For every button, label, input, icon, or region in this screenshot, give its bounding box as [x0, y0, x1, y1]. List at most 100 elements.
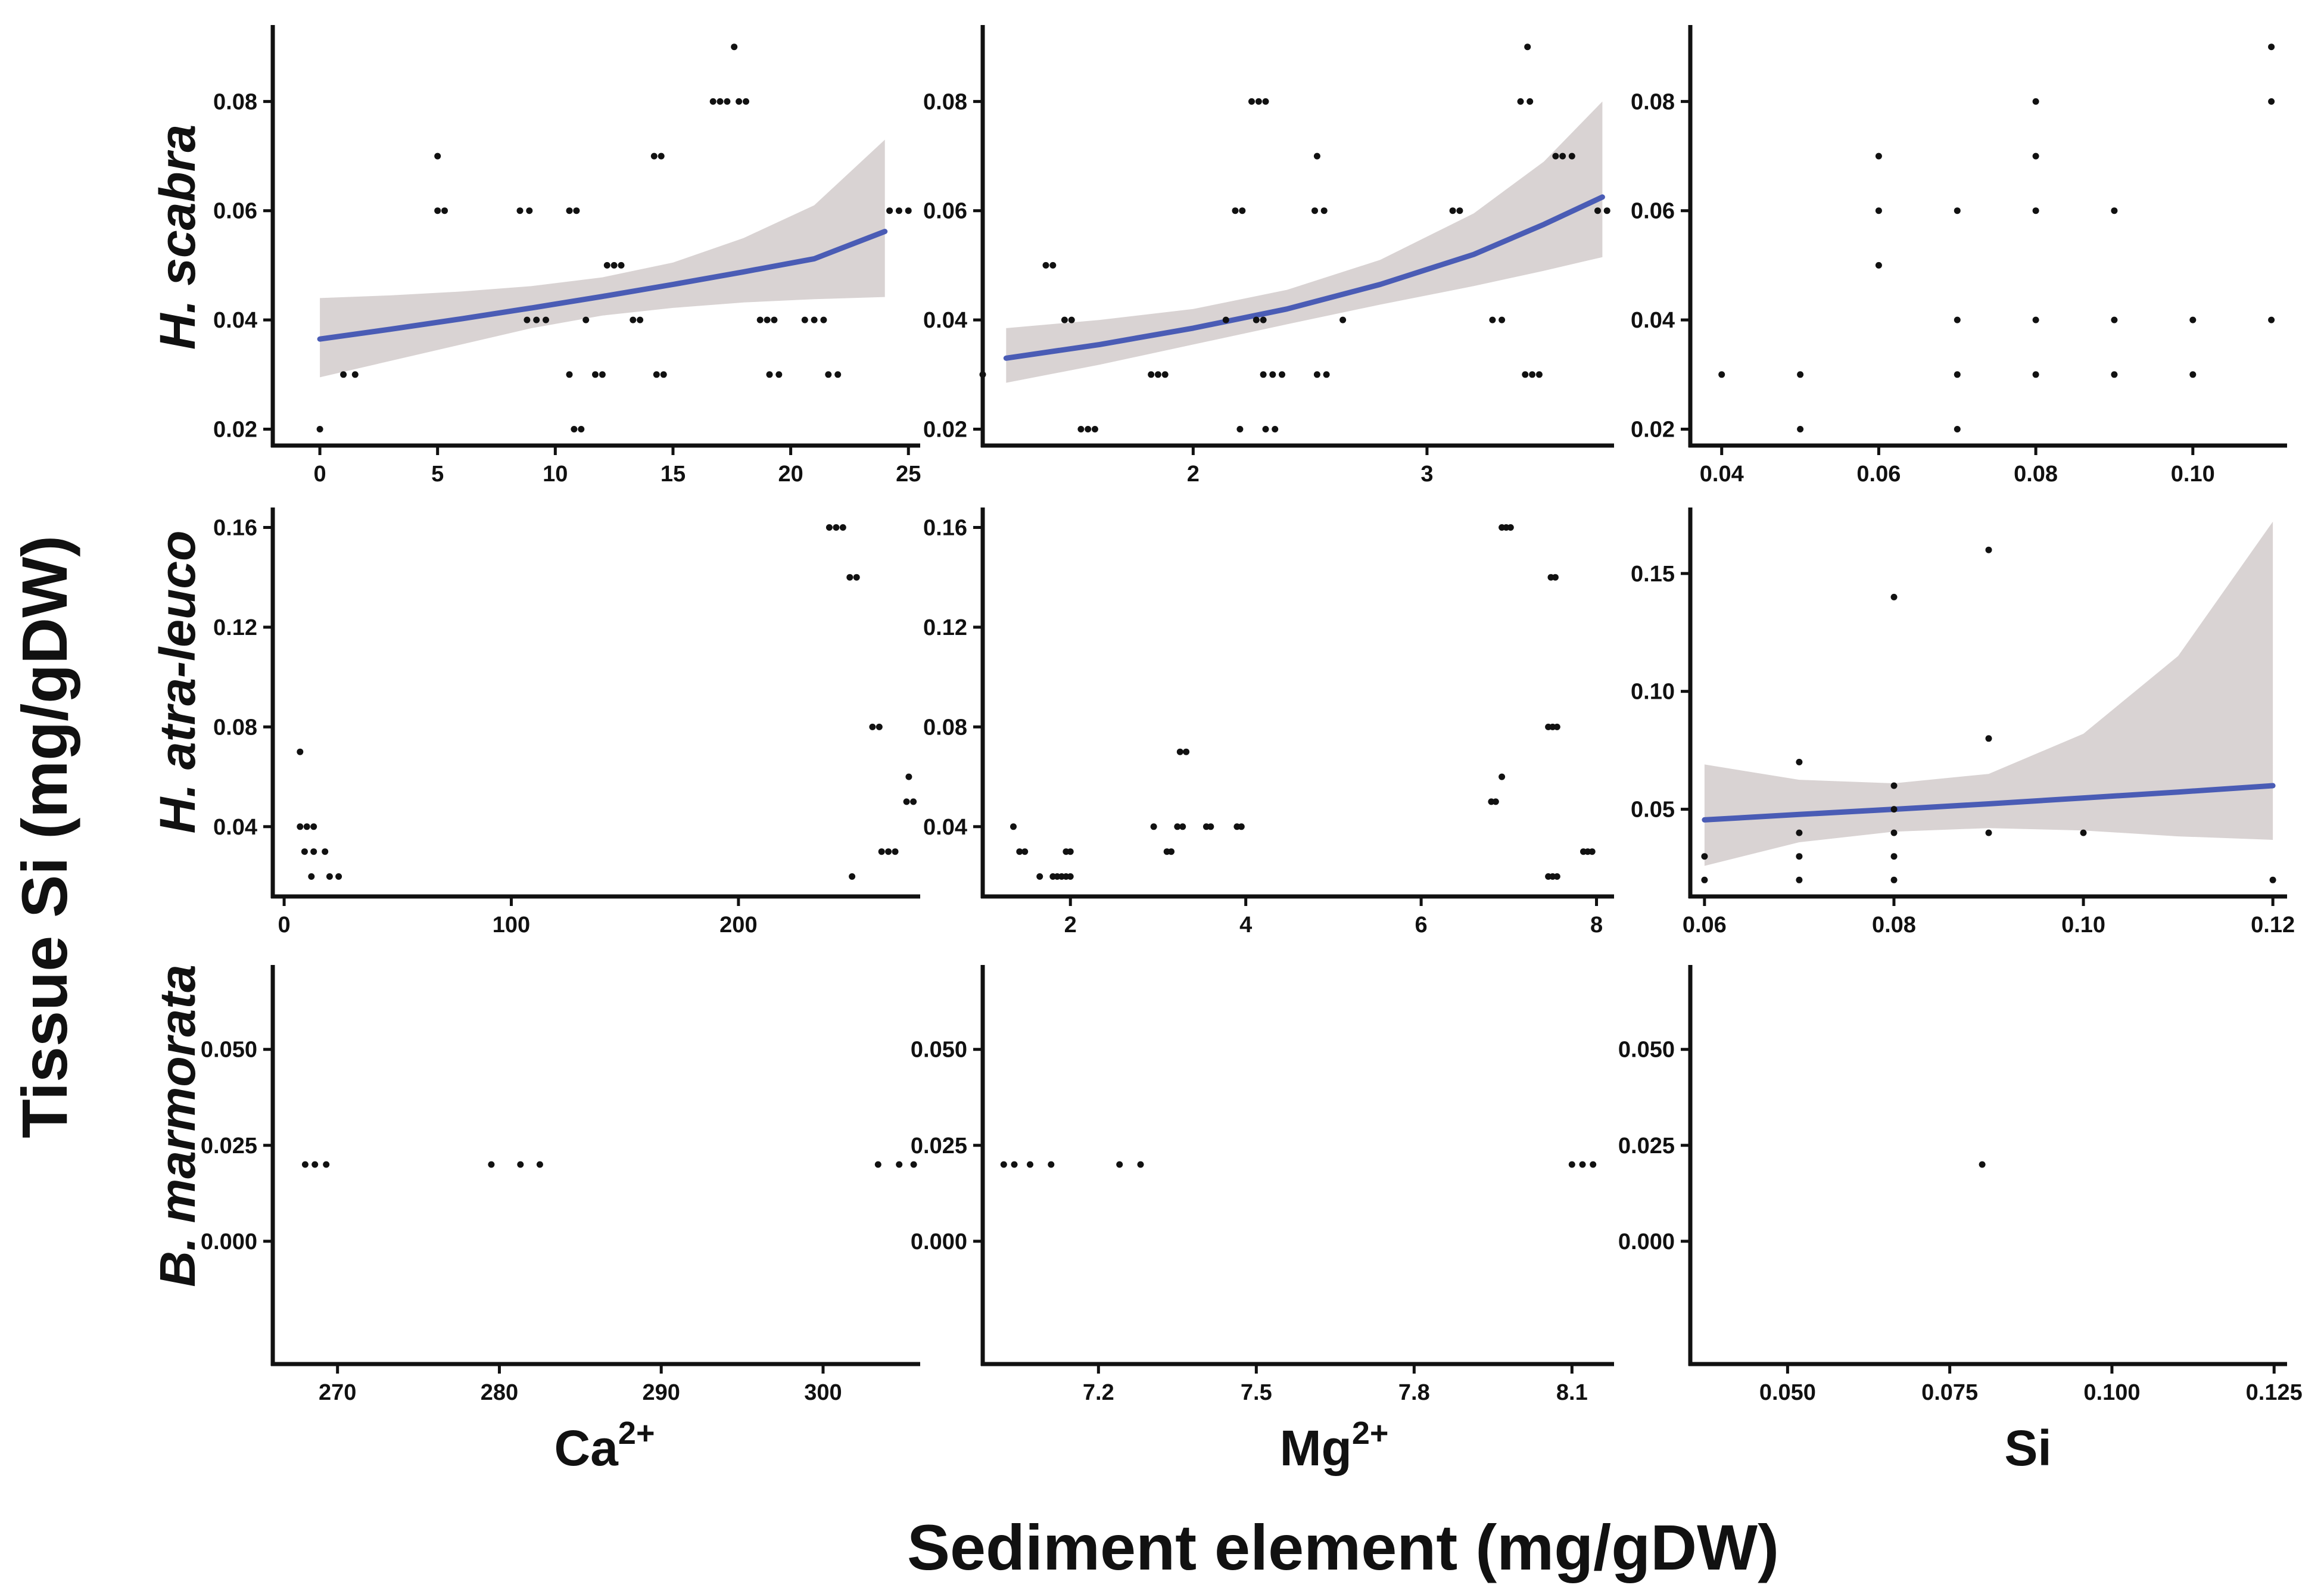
- y-tick-label: 0.050: [1618, 1038, 1675, 1063]
- data-point: [301, 848, 308, 855]
- data-point: [1248, 98, 1255, 105]
- data-point: [905, 207, 912, 214]
- y-tick-label: 0.10: [1631, 680, 1675, 705]
- data-point: [1323, 371, 1330, 378]
- data-point: [1148, 371, 1155, 378]
- data-point: [2032, 371, 2039, 378]
- data-point: [1016, 848, 1023, 855]
- y-tick-label: 0.050: [201, 1038, 257, 1063]
- data-point: [536, 1161, 543, 1168]
- data-points: [1701, 546, 2276, 883]
- data-point: [2268, 43, 2275, 51]
- data-point: [316, 426, 323, 432]
- row-labels: H. scabra H. atra-leuco B. marmorata: [149, 124, 205, 1287]
- column-label-mg: Mg2+: [1280, 1415, 1389, 1476]
- x-tick-label: 290: [642, 1380, 680, 1405]
- panel-b-marmorata-ca2: 270 280 290 300 0.000 0.025 0.050: [201, 965, 920, 1405]
- data-point: [874, 1161, 881, 1168]
- y-tick-label: 0.025: [201, 1134, 257, 1159]
- x-tick-label: 280: [481, 1380, 518, 1405]
- panel-grid: 0 5 10 15 20 250.020.040.060.082 30.020.040.06…: [201, 25, 2303, 1405]
- data-point: [1279, 371, 1285, 378]
- data-point: [910, 798, 917, 805]
- data-point: [434, 152, 441, 160]
- data-point: [1553, 723, 1560, 730]
- x-tick-label: 0.10: [2171, 462, 2215, 487]
- data-point: [1021, 848, 1029, 855]
- y-tick-label: 0.12: [213, 615, 257, 640]
- x-tick-label: 2: [1064, 913, 1077, 938]
- data-point: [1517, 98, 1524, 105]
- x-axis-title: Sediment element (mg/gDW): [907, 1511, 1779, 1583]
- data-point: [653, 371, 660, 378]
- data-point: [335, 873, 342, 880]
- data-point: [892, 848, 899, 855]
- data-point: [658, 152, 665, 160]
- data-point: [1168, 848, 1175, 855]
- data-point: [2111, 316, 2118, 323]
- data-point: [1067, 873, 1074, 880]
- data-point: [896, 1161, 903, 1168]
- column-label-mg-sup: 2+: [1352, 1415, 1389, 1451]
- data-point: [756, 316, 764, 323]
- x-tick-label: 0.10: [2061, 913, 2105, 938]
- data-point: [716, 98, 724, 105]
- data-point: [1552, 152, 1559, 160]
- data-point: [1890, 876, 1898, 883]
- data-point: [1875, 207, 1882, 214]
- data-point: [1260, 371, 1267, 378]
- x-tick-label: 2: [1187, 462, 1200, 487]
- data-point: [2189, 371, 2197, 378]
- data-point: [1260, 316, 1267, 323]
- row-label-h-atra-leuco: H. atra-leuco: [149, 531, 205, 834]
- x-tick-label: 0.125: [2246, 1380, 2303, 1405]
- data-points: [301, 1161, 917, 1168]
- data-point: [1253, 316, 1260, 323]
- y-tick-label: 0.025: [1618, 1134, 1675, 1159]
- data-point: [1796, 758, 1803, 765]
- data-point: [1985, 735, 1992, 742]
- y-tick-label: 0.05: [1631, 798, 1675, 823]
- data-point: [1522, 371, 1529, 378]
- data-point: [1535, 371, 1543, 378]
- data-point: [903, 798, 910, 805]
- data-point: [1027, 1161, 1033, 1168]
- x-tick-label: 7.8: [1398, 1380, 1430, 1405]
- x-tick-label: 25: [896, 462, 921, 487]
- data-point: [311, 1161, 319, 1168]
- y-tick-label: 0.02: [923, 417, 967, 442]
- data-point: [1590, 1161, 1597, 1168]
- y-tick-label: 0.06: [213, 199, 257, 224]
- data-points: [297, 524, 917, 880]
- panel-h-atra-leuco-si: 0.06 0.08 0.10 0.12 0.05 0.10 0.15: [1631, 507, 2295, 938]
- data-point: [1061, 316, 1068, 323]
- data-point: [2268, 316, 2275, 323]
- data-point: [910, 1161, 917, 1168]
- y-tick-label: 0.000: [201, 1229, 257, 1254]
- data-point: [573, 207, 580, 214]
- data-point: [2032, 152, 2039, 160]
- data-point: [1313, 371, 1320, 378]
- data-point: [775, 371, 783, 378]
- data-point: [849, 873, 856, 880]
- data-point: [578, 426, 585, 432]
- y-tick-label: 0.000: [1618, 1229, 1675, 1254]
- data-point: [1796, 876, 1803, 883]
- data-point: [1527, 98, 1534, 105]
- data-point: [1890, 782, 1898, 789]
- data-point: [1339, 316, 1347, 323]
- y-tick-label: 0.08: [923, 715, 967, 740]
- data-point: [869, 723, 876, 730]
- y-tick-label: 0.04: [213, 308, 257, 333]
- data-point: [1979, 1161, 1986, 1168]
- y-tick-label: 0.04: [213, 815, 257, 840]
- data-points: [979, 43, 1610, 432]
- panel-h-scabra-ca2: 0 5 10 15 20 25 0.02 0.04 0.06 0.08: [213, 25, 921, 487]
- data-point: [1222, 316, 1229, 323]
- data-point: [1320, 207, 1328, 214]
- column-label-si-base: Si: [2004, 1420, 2051, 1476]
- data-point: [1085, 426, 1092, 432]
- data-point: [571, 426, 578, 432]
- data-point: [1499, 773, 1506, 780]
- data-point: [1954, 426, 1961, 432]
